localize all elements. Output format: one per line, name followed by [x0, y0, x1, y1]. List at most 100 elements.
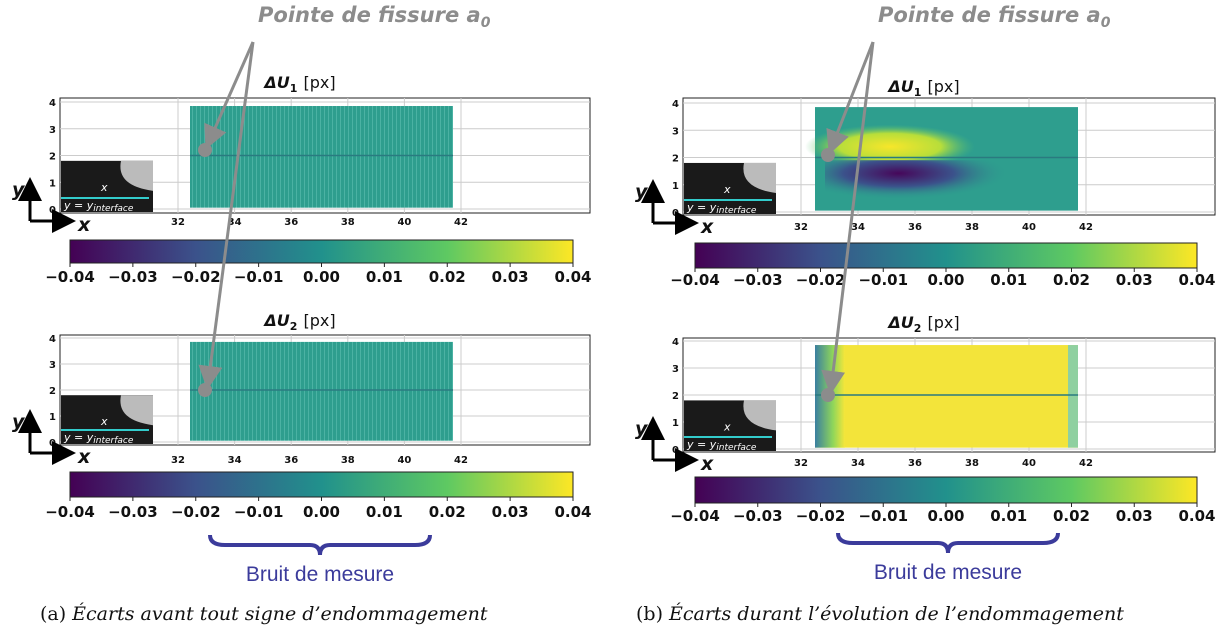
colorbar-tick-label: −0.03 — [733, 271, 783, 289]
text-part: ΔU — [262, 311, 289, 330]
colorbar — [694, 242, 1198, 269]
heatmap — [190, 341, 453, 441]
axis-y-label: y — [635, 181, 649, 203]
colorbar-tick-label: −0.02 — [171, 268, 221, 286]
axis-x-label: x — [700, 216, 714, 238]
colorbar-tick-label: −0.03 — [108, 268, 158, 286]
crack-tip — [198, 383, 212, 397]
colorbar-tick-label: −0.04 — [670, 271, 720, 289]
text-part: 2 — [914, 322, 922, 335]
caption: (a) Écarts avant tout signe d’endommageme… — [40, 602, 488, 625]
y-tick-label: 1 — [49, 412, 56, 423]
x-tick-label: 40 — [397, 217, 411, 228]
x-tick-label: 38 — [341, 217, 355, 228]
x-tick-label: 36 — [908, 222, 922, 233]
axis-y-label: y — [635, 418, 649, 440]
text-part: Écarts durant l’évolution de l’endommage… — [668, 602, 1124, 625]
axis-x-label: x — [700, 453, 714, 475]
x-tick-label: 40 — [1022, 458, 1036, 469]
inset-x: x — [723, 420, 731, 433]
x-tick-label: 34 — [228, 217, 242, 228]
text-part: interface — [93, 436, 134, 446]
text-part: interface — [93, 204, 134, 214]
colorbar-tick-label: −0.02 — [796, 507, 846, 525]
colorbar-tick-label: 0.02 — [429, 268, 466, 286]
colorbar-tick-label: 0.02 — [1053, 507, 1090, 525]
plot-title: ΔU2 [px] — [886, 313, 959, 335]
crack-tip — [821, 148, 835, 162]
colorbar-tick-label: −0.02 — [171, 503, 221, 521]
inset-label: y = yinterface — [686, 201, 757, 216]
y-tick-label: 2 — [672, 391, 679, 402]
colorbar-tick-label: 0.03 — [1116, 507, 1153, 525]
inset-crack — [743, 400, 776, 431]
bracket — [836, 532, 1060, 554]
y-tick-label: 3 — [49, 360, 56, 371]
x-tick-label: 40 — [1022, 222, 1036, 233]
x-tick-label: 38 — [965, 458, 979, 469]
colorbar-tick-label: 0.01 — [366, 268, 403, 286]
colorbar-tick-label: −0.01 — [234, 503, 284, 521]
inset-crack — [743, 162, 776, 193]
text-part: y = y — [63, 431, 94, 444]
text-part: ΔU — [262, 73, 289, 92]
heatmap-low — [825, 160, 1010, 204]
text-part: y = y — [63, 199, 94, 212]
colorbar-tick-label: 0.03 — [492, 503, 529, 521]
text-part: [px] — [303, 73, 335, 92]
colorbar-tick-label: −0.03 — [733, 507, 783, 525]
inset-x: x — [100, 415, 108, 428]
annotation: Pointe de fissure a0 — [878, 3, 1111, 31]
y-tick-label: 4 — [49, 98, 56, 109]
colorbar-tick-label: 0.00 — [927, 271, 964, 289]
x-tick-label: 32 — [794, 222, 808, 233]
inset-label: y = yinterface — [686, 438, 757, 453]
y-tick-label: 0 — [672, 208, 679, 219]
text-part: interface — [716, 206, 757, 216]
text-part: 2 — [290, 320, 298, 333]
text-part: [px] — [303, 311, 335, 330]
axis-x-label: x — [77, 214, 91, 236]
text-part: (b) — [636, 603, 663, 625]
caption: (b) Écarts durant l’évolution de l’endomm… — [636, 602, 1124, 625]
x-tick-label: 42 — [454, 217, 468, 228]
x-tick-label: 36 — [908, 458, 922, 469]
text-part: [px] — [927, 77, 959, 96]
colorbar-tick-label: 0.01 — [366, 503, 403, 521]
x-tick-label: 38 — [341, 455, 355, 466]
y-tick-label: 3 — [672, 126, 679, 137]
y-tick-label: 1 — [672, 418, 679, 429]
inset-crack — [120, 395, 153, 426]
heatmap-edge — [1068, 345, 1078, 448]
colorbar-tick-label: −0.01 — [858, 271, 908, 289]
inset-x: x — [100, 181, 108, 194]
text-part: Pointe de fissure a — [258, 3, 481, 27]
y-tick-label: 3 — [49, 125, 56, 136]
text-part: 0 — [481, 15, 491, 31]
y-tick-label: 0 — [49, 205, 56, 216]
text-part: interface — [716, 443, 757, 453]
colorbar — [69, 239, 574, 264]
x-tick-label: 32 — [794, 458, 808, 469]
colorbar-tick-label: 0.04 — [1178, 271, 1215, 289]
x-tick-label: 42 — [454, 455, 468, 466]
x-tick-label: 42 — [1079, 222, 1093, 233]
colorbar-tick-label: 0.03 — [1116, 271, 1153, 289]
text-part: 1 — [290, 82, 298, 95]
colorbar — [694, 476, 1198, 504]
crack-tip — [198, 143, 212, 157]
inset-label: y = yinterface — [63, 431, 134, 446]
y-tick-label: 1 — [49, 178, 56, 189]
colorbar-tick-label: −0.01 — [234, 268, 284, 286]
plot-title: ΔU2 [px] — [262, 311, 335, 333]
annotation: Pointe de fissure a0 — [258, 3, 491, 31]
x-tick-label: 42 — [1079, 458, 1093, 469]
colorbar-tick-label: −0.04 — [670, 507, 720, 525]
y-tick-label: 3 — [672, 364, 679, 375]
colorbar-tick-label: −0.04 — [45, 268, 95, 286]
colorbar-tick-label: −0.04 — [45, 503, 95, 521]
x-tick-label: 34 — [851, 222, 865, 233]
axis-x-label: x — [77, 446, 91, 468]
text-part: 0 — [1101, 15, 1111, 31]
